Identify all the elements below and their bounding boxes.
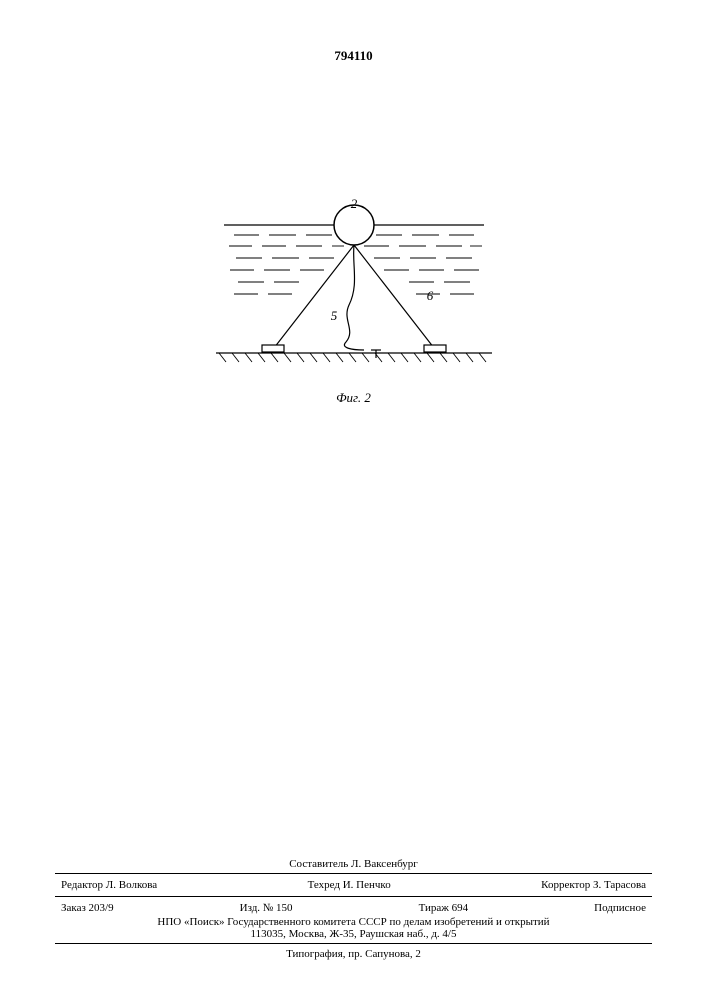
techred: Техред И. Пенчко	[308, 879, 391, 891]
subscription: Подписное	[594, 902, 646, 914]
issue: Изд. № 150	[240, 902, 293, 914]
label-5: 5	[330, 308, 337, 323]
corrector: Корректор З. Тарасова	[541, 879, 646, 891]
figure-2: 2 5 6	[0, 190, 707, 385]
document-number: 794110	[0, 48, 707, 64]
divider	[55, 896, 652, 897]
publisher-line-2: 113035, Москва, Ж-35, Раушская наб., д. …	[55, 928, 652, 940]
label-6: 6	[426, 288, 433, 303]
buoy	[334, 205, 374, 245]
credits-row: Редактор Л. Волкова Техред И. Пенчко Кор…	[55, 877, 652, 893]
divider	[55, 943, 652, 944]
footer: Составитель Л. Ваксенбург Редактор Л. Во…	[55, 858, 652, 960]
figure-svg: 2 5 6	[204, 190, 504, 380]
figure-caption: Фиг. 2	[0, 390, 707, 406]
composer: Составитель Л. Ваксенбург	[55, 858, 652, 870]
tirage: Тираж 694	[419, 902, 469, 914]
label-2: 2	[350, 196, 357, 211]
editor: Редактор Л. Волкова	[61, 879, 157, 891]
order: Заказ 203/9	[61, 902, 114, 914]
publication-row-1: Заказ 203/9 Изд. № 150 Тираж 694 Подписн…	[55, 900, 652, 916]
typography: Типография, пр. Сапунова, 2	[55, 948, 652, 960]
publisher-line-1: НПО «Поиск» Государственного комитета СС…	[55, 916, 652, 928]
divider	[55, 873, 652, 874]
